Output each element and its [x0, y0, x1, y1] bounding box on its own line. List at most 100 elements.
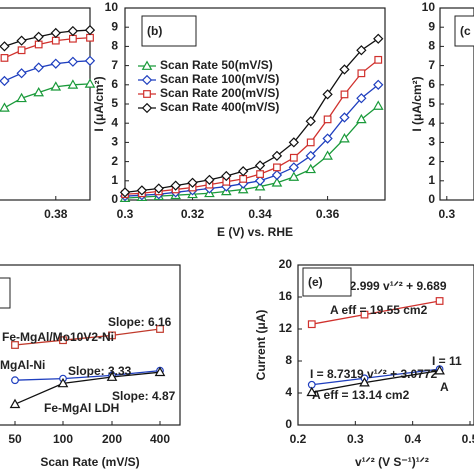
x-tick-label: 50 — [8, 432, 22, 446]
marker — [33, 62, 44, 73]
marker — [237, 183, 249, 194]
y-tick-label: 5 — [111, 96, 118, 110]
y-tick-label: 8 — [285, 353, 292, 367]
marker — [57, 377, 69, 388]
y-axis-label: I (μA/cm²) — [92, 76, 106, 131]
marker — [11, 341, 19, 349]
marker — [34, 40, 43, 49]
marker — [16, 68, 27, 79]
y-tick-label: 10 — [105, 0, 119, 14]
annotation: A eff = 13.14 cm2 — [312, 388, 410, 402]
marker — [106, 371, 118, 381]
marker — [306, 138, 315, 147]
marker — [9, 398, 21, 409]
marker — [108, 331, 116, 340]
marker — [360, 310, 369, 319]
marker — [68, 34, 77, 43]
marker — [50, 27, 61, 39]
marker — [16, 92, 27, 103]
panel-label: (e) — [308, 275, 323, 289]
y-tick-label: 5 — [428, 96, 435, 110]
marker — [339, 112, 350, 123]
y-axis-label: Current (μA) — [254, 310, 268, 381]
series-line — [14, 328, 161, 346]
x-tick-label: 0.3 — [117, 207, 134, 221]
marker — [84, 24, 96, 36]
marker — [434, 365, 445, 375]
marker — [356, 113, 367, 124]
marker — [238, 166, 249, 177]
marker — [356, 93, 367, 104]
marker — [273, 163, 281, 172]
marker — [357, 69, 366, 78]
y-tick-label: 0 — [285, 417, 292, 431]
panel-label: (c — [460, 24, 471, 38]
series-line — [124, 38, 379, 193]
annotation: Slope: 3.33 — [68, 364, 132, 378]
marker — [322, 89, 333, 100]
marker — [84, 55, 96, 66]
marker — [86, 33, 94, 42]
y-tick-label: 7 — [111, 58, 118, 72]
marker — [16, 35, 27, 46]
marker — [271, 169, 283, 181]
series-line — [14, 371, 161, 405]
marker — [11, 376, 19, 385]
marker — [141, 102, 153, 114]
y-tick-label: 8 — [111, 39, 118, 53]
marker — [288, 162, 299, 173]
marker — [254, 175, 266, 186]
marker — [33, 86, 45, 97]
series-line — [124, 59, 379, 195]
x-tick-label: 0.4 — [404, 432, 421, 446]
marker — [0, 102, 10, 112]
marker — [256, 170, 264, 178]
y-tick-label: 20 — [279, 257, 293, 271]
marker — [373, 79, 384, 90]
x-tick-label: 400 — [150, 432, 170, 446]
marker — [119, 187, 131, 198]
marker — [154, 366, 166, 377]
y-tick-label: 8 — [428, 39, 435, 53]
y-tick-label: 12 — [279, 321, 293, 335]
y-tick-label: 6 — [428, 77, 435, 91]
marker — [153, 183, 164, 194]
annotation: Slope: 4.87 — [112, 389, 176, 403]
marker — [288, 137, 299, 148]
panel-label-box — [302, 267, 352, 297]
marker — [50, 58, 61, 69]
plot-frame — [0, 264, 181, 426]
x-tick-label: 0.5 — [462, 432, 474, 446]
y-tick-label: 4 — [285, 385, 292, 399]
marker — [356, 45, 367, 56]
marker — [141, 60, 153, 70]
marker — [271, 150, 283, 161]
y-tick-label: 4 — [111, 115, 118, 129]
series-line — [124, 105, 379, 199]
marker — [67, 56, 79, 67]
series-label: MgAl-Ni — [0, 358, 45, 372]
marker — [359, 377, 370, 387]
marker — [204, 174, 215, 185]
marker — [136, 185, 148, 196]
legend-label: Scan Rate 100(mV/S) — [160, 72, 279, 86]
marker — [50, 81, 62, 91]
marker — [339, 133, 350, 143]
legend-label: Scan Rate 50(mV/S) — [160, 58, 273, 72]
y-tick-label: 9 — [428, 19, 435, 33]
marker — [306, 386, 318, 397]
y-tick-label: 0 — [428, 192, 435, 206]
y-tick-label: 10 — [422, 0, 436, 14]
marker — [0, 75, 10, 87]
x-tick-label: 100 — [53, 432, 73, 446]
marker — [221, 170, 232, 182]
series-line — [124, 84, 379, 197]
y-axis-label: I (μA/cm²) — [410, 76, 424, 131]
marker — [239, 174, 248, 183]
y-tick-label: 9 — [111, 19, 118, 33]
marker — [372, 100, 384, 110]
marker — [322, 150, 333, 160]
marker — [288, 171, 300, 181]
marker — [0, 54, 9, 62]
marker — [254, 181, 266, 191]
